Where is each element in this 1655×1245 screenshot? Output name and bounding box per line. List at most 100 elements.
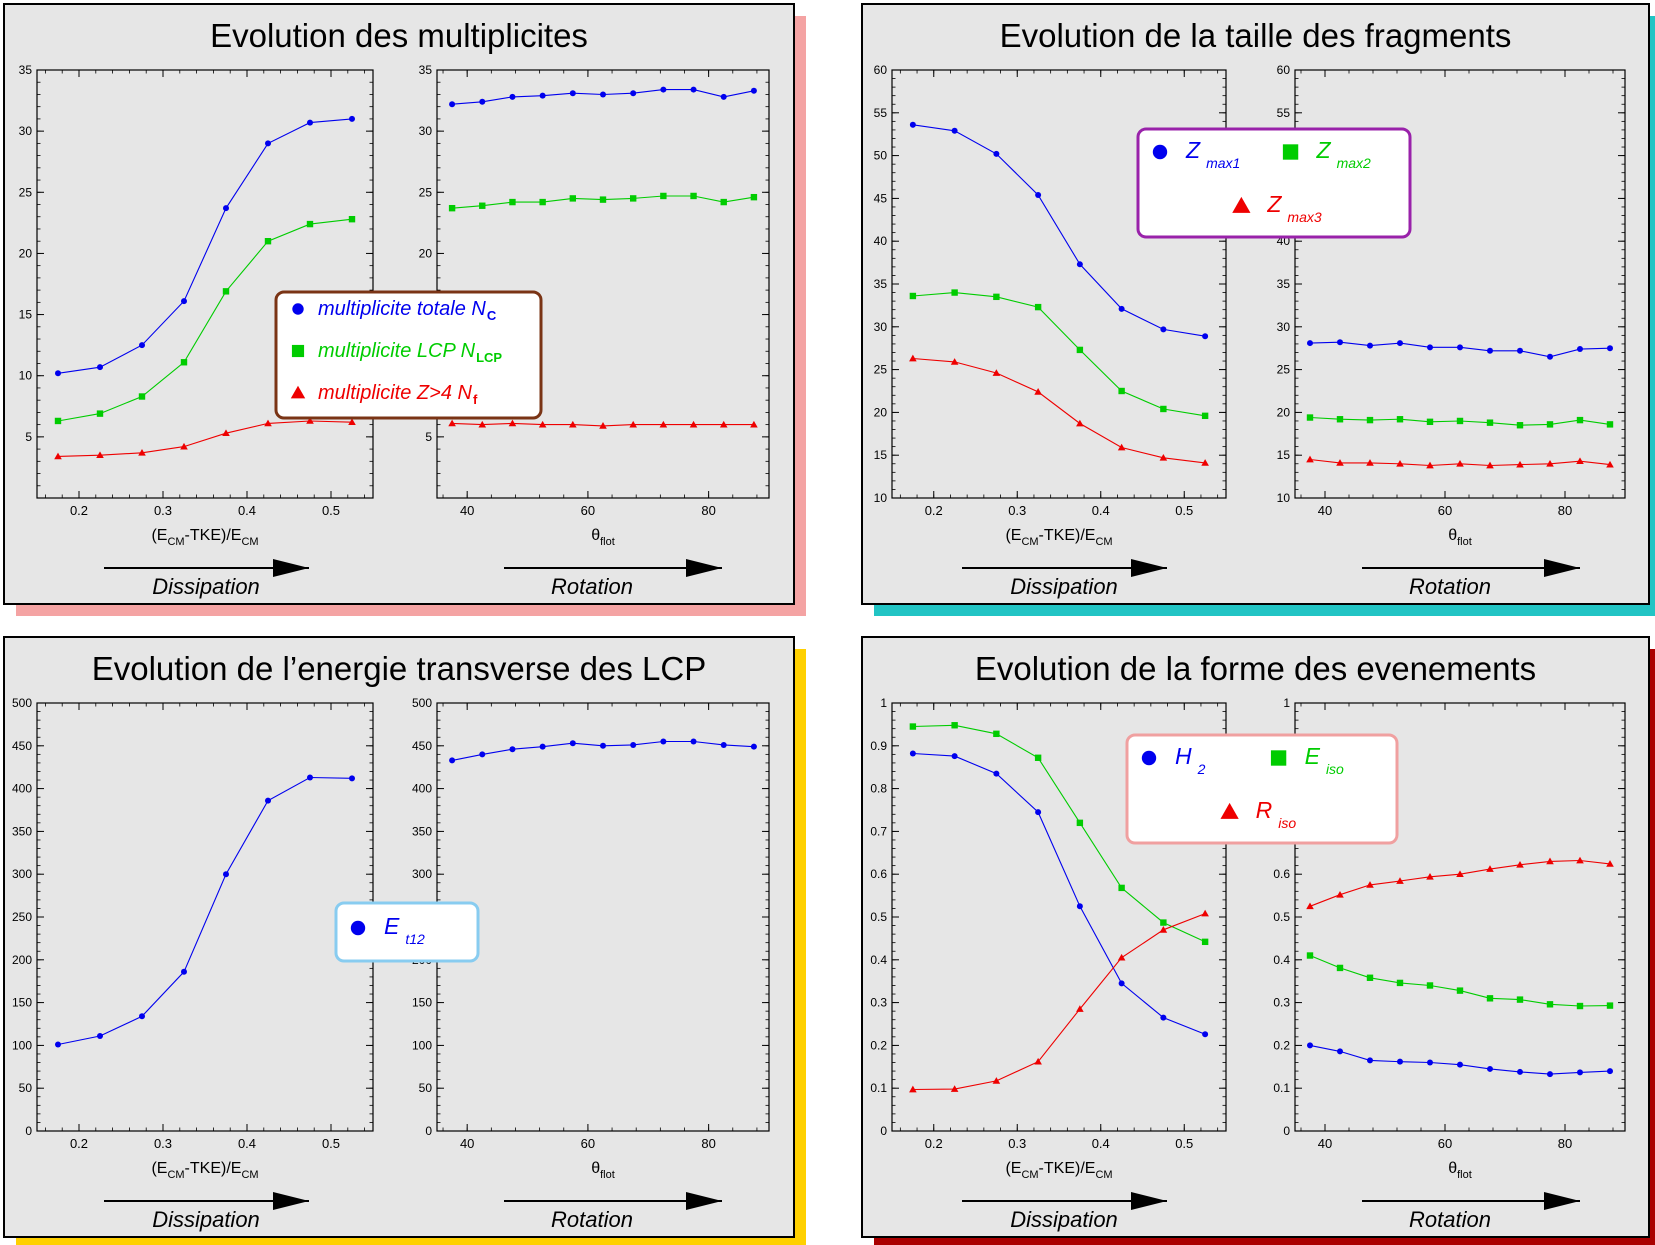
y-tick-label: 500 <box>412 696 432 710</box>
y-tick-label: 0.4 <box>1273 953 1290 967</box>
data-point <box>1577 1069 1583 1076</box>
data-point <box>1076 261 1083 268</box>
x-tick-label: 0.3 <box>1008 1136 1026 1151</box>
legend-marker <box>1220 802 1239 819</box>
series-line <box>57 420 353 457</box>
y-tick-label: 55 <box>1277 106 1291 120</box>
data-point <box>1486 865 1494 872</box>
data-point <box>448 419 456 427</box>
series-triangle <box>448 419 758 429</box>
x-tick-label: 40 <box>1318 503 1332 518</box>
data-point <box>1336 890 1344 898</box>
x-tick-label: 0.4 <box>238 503 256 518</box>
legend-marker <box>290 385 306 399</box>
data-point <box>1118 884 1125 892</box>
y-tick-label: 20 <box>419 246 433 260</box>
dissipation-label: Dissipation <box>152 1207 260 1232</box>
panel-title: Evolution des multiplicites <box>210 17 588 54</box>
data-point <box>54 452 62 460</box>
data-point <box>690 738 697 745</box>
x-axis-label: (ECM-TKE)/ECM <box>1005 527 1112 548</box>
data-point <box>950 358 959 365</box>
x-tick-label: 0.5 <box>1175 503 1193 518</box>
data-point <box>1076 819 1084 827</box>
panel-title: Evolution de la forme des evenements <box>975 650 1536 687</box>
y-tick-label: 400 <box>412 782 432 796</box>
data-point <box>689 420 698 428</box>
data-point <box>1516 460 1524 468</box>
x-tick-label: 0.5 <box>322 503 340 518</box>
data-point <box>600 91 606 98</box>
data-point <box>1201 938 1209 946</box>
data-point <box>1396 459 1404 467</box>
y-tick-label: 0.1 <box>1273 1081 1290 1095</box>
series-triangle <box>54 417 356 460</box>
data-point <box>719 420 728 428</box>
data-point <box>97 364 103 371</box>
data-point <box>307 774 313 781</box>
y-tick-label: 1 <box>1283 696 1290 710</box>
data-point <box>1576 856 1584 864</box>
y-tick-label: 500 <box>12 696 32 710</box>
data-point <box>1516 860 1524 868</box>
data-point <box>1201 909 1209 917</box>
x-tick-label: 0.4 <box>1092 1136 1110 1151</box>
rotation-label: Rotation <box>1409 574 1491 599</box>
data-point <box>1201 459 1209 466</box>
y-tick-label: 30 <box>874 320 888 334</box>
data-point <box>992 369 1001 376</box>
data-point <box>951 289 958 296</box>
panel-box <box>861 636 1650 1238</box>
data-point <box>951 127 958 134</box>
data-point <box>993 150 1000 157</box>
data-point <box>180 442 188 450</box>
series-circle <box>1307 339 1613 360</box>
data-point <box>909 750 916 757</box>
data-point <box>1366 881 1374 888</box>
data-point <box>348 215 356 223</box>
data-point <box>1337 1048 1343 1055</box>
legend-label: multiplicite LCP NLCP <box>318 340 502 365</box>
y-tick-label: 10 <box>19 369 33 383</box>
data-point <box>569 195 577 202</box>
y-tick-label: 15 <box>874 448 888 462</box>
plot-multiplicites-left: 5 10 15 20 25 30 35 0.2 0.3 0.4 0.5 <box>19 63 374 518</box>
data-point <box>1035 191 1042 198</box>
data-point <box>306 220 314 228</box>
data-point <box>1546 857 1554 865</box>
data-point <box>265 140 271 147</box>
data-point <box>1517 1068 1523 1075</box>
panel-title: Evolution de l’energie transverse des LC… <box>92 650 707 687</box>
rotation-label: Rotation <box>551 1207 633 1232</box>
x-tick-label: 0.2 <box>925 1136 943 1151</box>
y-tick-label: 100 <box>12 1038 32 1052</box>
series-line <box>912 752 1206 1035</box>
data-point <box>539 198 546 206</box>
data-point <box>1426 418 1434 426</box>
data-point <box>181 968 187 975</box>
panel-box <box>861 3 1650 605</box>
legend-marker <box>1232 196 1251 213</box>
x-tick-label: 60 <box>1438 1136 1452 1151</box>
series-circle <box>909 121 1209 340</box>
data-point <box>1336 416 1344 423</box>
data-point <box>1486 461 1494 469</box>
data-point <box>1366 974 1374 981</box>
y-tick-label: 15 <box>1277 448 1291 462</box>
plot-forme-left: 0 0.1 0.2 0.3 0.4 0.5 0.6 0.7 0.8 0.9 1 0.2 0.3 0.4 0.… <box>870 696 1227 1151</box>
series-square <box>909 289 1209 420</box>
data-point <box>1034 1057 1042 1065</box>
rotation-label: Rotation <box>1409 1207 1491 1232</box>
y-tick-label: 40 <box>874 234 888 248</box>
y-tick-label: 35 <box>1277 277 1291 291</box>
series-line <box>912 724 1206 943</box>
data-point <box>690 192 697 200</box>
y-tick-label: 25 <box>19 185 33 199</box>
data-point <box>951 722 958 729</box>
y-tick-label: 250 <box>12 910 32 924</box>
data-point <box>509 746 516 753</box>
